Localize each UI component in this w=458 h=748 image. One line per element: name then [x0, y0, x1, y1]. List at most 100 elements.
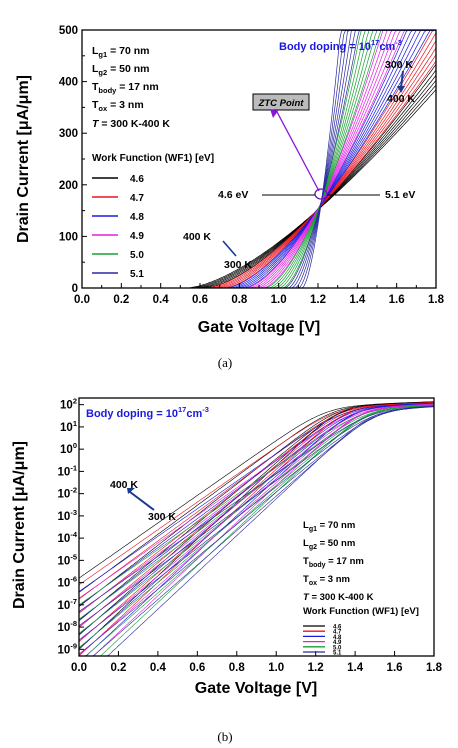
panel-a-xtick-label: 1.8	[428, 294, 445, 306]
panel-a-body-doping: Body doping = 1017cm-3	[279, 38, 402, 53]
panel-b-curve-wf-4.7-400k	[78, 402, 434, 586]
panel-b-curve-wf-5.1-340k	[78, 406, 435, 655]
panel-b-ytick-label: 10-4	[58, 530, 78, 545]
panel-b-ticks: 0.0 0.2 0.4 0.6 0.8 1.0 1.2 1.4 1.6 1.8 102 101 100 1…	[58, 397, 443, 674]
panel-a-xtick-label: 1.0	[271, 294, 287, 306]
panel-b: 0.0 0.2 0.4 0.6 0.8 1.0 1.2 1.4 1.6 1.8 102 101 100 1…	[11, 397, 443, 744]
panel-a-ytick-label: 300	[59, 128, 78, 140]
panel-b-xtick-label: 1.6	[387, 662, 403, 674]
panel-a-param-tox: Tox = 3 nm	[92, 99, 144, 113]
panel-a-legend-entry: 4.7	[130, 193, 144, 204]
panel-a-label-300k: 300 K	[385, 59, 413, 71]
panel-b-ytick-label: 10-7	[58, 597, 77, 612]
panel-a-ztc-circle	[314, 188, 328, 200]
panel-a-xtick-label: 0.0	[74, 294, 90, 306]
panel-a-label-300k-bottom: 300 K	[224, 259, 252, 271]
panel-a-label-400k: 400 K	[387, 93, 415, 105]
panel-b-ylabel: Drain Current [μA/μm]	[11, 441, 28, 609]
panel-a-arrowhead-temp	[397, 86, 405, 93]
panel-b-xtick-label: 0.8	[229, 662, 246, 674]
panel-b-param-lg1: Lg1 = 70 nm	[303, 520, 355, 533]
panel-a-xtick-label: 0.2	[113, 294, 129, 306]
panel-b-legend-title: Work Function (WF1) [eV]	[303, 606, 419, 617]
panel-b-curve-wf-4.6-400k	[78, 401, 434, 579]
panel-a-xtick-label: 0.8	[231, 294, 248, 306]
panel-b-xtick-label: 1.2	[308, 662, 324, 674]
panel-b-xtick-label: 0.6	[189, 662, 205, 674]
panel-b-curve-wf-4.8-300k	[79, 403, 435, 657]
panel-b-xtick-label: 0.2	[110, 662, 126, 674]
panel-b-param-tox: Tox = 3 nm	[303, 574, 350, 587]
panel-a-arrow-temp-bottom	[222, 240, 237, 257]
panel-b-xtick-label: 0.0	[71, 662, 87, 674]
panel-b-curve-wf-4.9-360k	[78, 404, 435, 627]
panel-b-legend-entry: 4.8	[333, 635, 342, 641]
panel-b-ytick-label: 10-5	[58, 552, 77, 567]
panel-b-ytick-label: 10-6	[58, 575, 77, 590]
panel-b-ytick-label: 102	[60, 397, 77, 412]
panel-b-legend-entry: 4.9	[333, 640, 342, 646]
panel-a-ztc-pointer	[275, 109, 320, 192]
panel-a-param-lg1: Lg1 = 70 nm	[92, 45, 150, 59]
panel-a-legend-entry: 4.6	[130, 174, 144, 185]
panel-b-label-400k: 400 K	[110, 479, 138, 491]
panel-a-legend-title: Work Function (WF1) [eV]	[92, 153, 214, 164]
panel-a-xtick-label: 1.2	[310, 294, 326, 306]
panel-a-arrow-temp	[400, 70, 404, 89]
panel-a-frame	[81, 29, 437, 289]
panel-a-ztc-box	[252, 93, 310, 111]
panel-b-curve-wf-5.1-360k	[78, 406, 435, 641]
panel-b-curve-wf-4.9-400k	[78, 403, 434, 599]
panel-b-curve-wf-4.7-300k	[78, 402, 435, 657]
panel-b-legend-entry: 5.0	[333, 645, 342, 651]
panel-b-xlabel: Gate Voltage [V]	[195, 680, 317, 697]
panel-b-curve-wf-5.0-380k	[78, 404, 435, 620]
panel-a-ytick-label: 500	[59, 25, 78, 37]
panel-b-curve-wf-4.9-320k	[78, 404, 435, 656]
panel-a-xtick-label: 0.4	[153, 294, 170, 306]
panel-b-curve-wf-4.9-300k	[79, 404, 435, 657]
panel-b-xtick-label: 1.0	[268, 662, 284, 674]
panel-b-legend-entry: 4.6	[333, 625, 342, 631]
panel-b-xtick-label: 1.8	[426, 662, 443, 674]
panel-b-legend-entry: 5.1	[333, 651, 342, 657]
panel-b-curve-wf-5.0-400k	[78, 404, 435, 606]
panel-a-legend-entry: 4.8	[130, 212, 144, 223]
panel-a-ztc-label: ZTC Point	[258, 98, 305, 109]
panel-a-ytick-label: 0	[72, 283, 78, 295]
panel-b-ytick-label: 10-2	[58, 486, 77, 501]
panel-b-curve-wf-4.8-380k	[78, 403, 435, 606]
panel-b-xtick-label: 0.4	[150, 662, 167, 674]
panel-a-legend-entry: 5.0	[130, 250, 144, 261]
panel-a-ytick-label: 200	[59, 180, 78, 192]
panel-b-frame	[78, 397, 435, 657]
panel-a-xlabel: Gate Voltage [V]	[198, 319, 320, 336]
panel-b-ytick-label: 10-9	[58, 641, 77, 656]
panel-a-xtick-label: 1.6	[389, 294, 405, 306]
panel-b-curve-wf-4.9-380k	[78, 403, 435, 613]
panel-a-xtick-label: 0.6	[192, 294, 208, 306]
panel-b-param-temp: T = 300 K-400 K	[303, 592, 374, 603]
panel-b-curve-wf-5.1-400k	[78, 405, 435, 612]
panel-a-ytick-label: 100	[59, 231, 78, 243]
panel-a-param-lg2: Lg2 = 50 nm	[92, 63, 150, 77]
panel-b-curve-wf-5.1-380k	[78, 405, 435, 627]
panel-b-curve-wf-5.0-360k	[78, 404, 435, 634]
panel-b-xtick-label: 1.4	[347, 662, 364, 674]
panel-b-curves	[78, 401, 435, 657]
panel-a-param-tbody: Tbody = 17 nm	[92, 81, 159, 95]
panel-b-curve-wf-4.6-320k	[78, 401, 434, 636]
panel-b-label-300k: 300 K	[148, 511, 176, 523]
panel-b-ytick-label: 101	[60, 419, 77, 434]
panel-a-legend-entry: 5.1	[130, 269, 144, 280]
panel-a: 0.0 0.2 0.4 0.6 0.8 1.0 1.2 1.4 1.6 1.8 0 100 200 300…	[15, 25, 445, 370]
panel-a-xtick-label: 1.4	[349, 294, 366, 306]
panel-a-ticks: 0.0 0.2 0.4 0.6 0.8 1.0 1.2 1.4 1.6 1.8 0 100 200 300…	[59, 25, 445, 306]
panel-b-ytick-label: 10-1	[58, 463, 77, 478]
panel-b-ytick-label: 10-3	[58, 508, 77, 523]
panel-b-curve-wf-5.1-320k	[79, 406, 435, 657]
panel-a-legend-entry: 4.9	[130, 231, 144, 242]
panel-a-caption: (a)	[218, 355, 232, 370]
panel-b-legend: Work Function (WF1) [eV] 4.64.74.84.95.0…	[303, 606, 419, 657]
